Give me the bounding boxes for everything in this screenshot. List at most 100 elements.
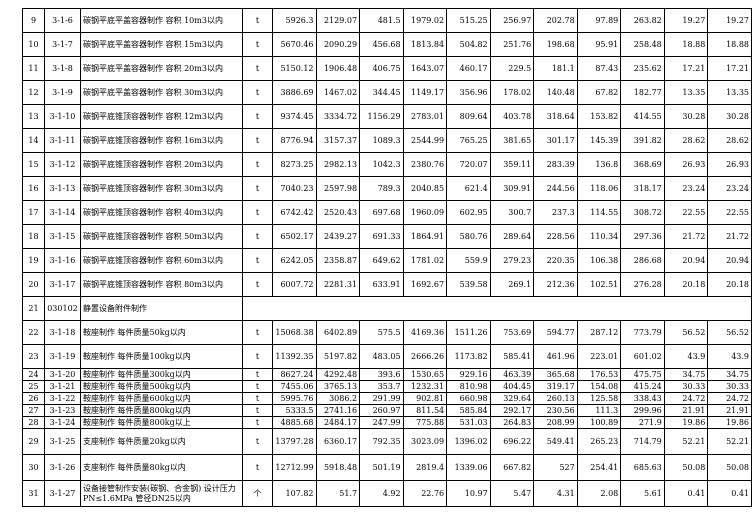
amount: 6502.17 [272, 224, 317, 249]
unit: t [242, 344, 273, 369]
amount: 1692.67 [402, 272, 448, 297]
table-row: 13 3-1-10 碳钢平底锥顶容器制作 容积 12m3以内 t 9374.45 3334… [22, 104, 752, 129]
amount: 403.78 [489, 104, 535, 129]
unit: t [242, 224, 273, 249]
amount: 5.47 [489, 480, 535, 507]
row-number: 9 [22, 8, 45, 33]
item-code: 3-1-24 [44, 416, 81, 429]
amount: 775.88 [402, 416, 448, 429]
amount: 649.62 [359, 248, 404, 273]
amount: 228.56 [533, 224, 578, 249]
amount: 3334.72 [315, 104, 361, 129]
amount: 460.17 [446, 56, 491, 81]
item-code: 3-1-12 [44, 152, 81, 177]
row-number: 29 [22, 428, 45, 455]
amount: 714.79 [620, 428, 665, 455]
unit: t [242, 8, 273, 33]
amount: 4292.48 [315, 368, 361, 381]
item-name: 碳钢平底锥顶容器制作 容积 60m3以内 [80, 248, 243, 273]
amount: 356.96 [446, 80, 491, 105]
amount: 265.23 [576, 428, 622, 455]
amount: 50.08 [707, 454, 752, 481]
amount: 809.64 [446, 104, 491, 129]
amount: 258.48 [620, 32, 665, 57]
amount: 26.93 [707, 152, 752, 177]
amount: 461.96 [533, 344, 578, 369]
amount: 19.27 [707, 8, 752, 33]
amount: 30.28 [707, 104, 752, 129]
row-number: 18 [22, 224, 45, 249]
table-row: 31 3-1-27 设备接管制作安装(碳钢、合金钢) 设计压力PN≤1.6MPa 管… [22, 480, 752, 507]
amount: 6360.17 [315, 428, 361, 455]
row-number: 17 [22, 200, 45, 225]
amount: 344.45 [359, 80, 404, 105]
amount: 20.94 [663, 248, 709, 273]
item-code: 3-1-7 [44, 32, 81, 57]
amount: 30.33 [663, 380, 709, 393]
amount: 279.23 [489, 248, 535, 273]
amount: 251.76 [489, 32, 535, 57]
amount: 67.82 [576, 80, 622, 105]
amount: 28.62 [663, 128, 709, 153]
amount: 19.86 [707, 416, 752, 429]
amount: 30.28 [663, 104, 709, 129]
amount: 154.08 [576, 380, 622, 393]
amount: 52.21 [707, 428, 752, 455]
item-name: 鞍座制作 每件质量800kg以上 [80, 416, 243, 429]
table-row: 28 3-1-24 鞍座制作 每件质量800kg以上 t 4885.68 2484.17 2… [22, 416, 752, 429]
amount: 2741.16 [315, 404, 361, 417]
amount: 531.03 [446, 416, 491, 429]
row-number: 31 [22, 480, 45, 507]
amount: 286.68 [620, 248, 665, 273]
amount: 319.17 [533, 380, 578, 393]
table-row: 27 3-1-23 鞍座制作 每件质量800kg以内 t 5333.5 2741.16 26… [22, 404, 752, 417]
table-row: 11 3-1-8 碳钢平底平盖容器制作 容积 20m3以内 t 5150.12 1906.… [22, 56, 752, 81]
amount: 810.98 [446, 380, 491, 393]
unit: 个 [242, 480, 273, 507]
item-code: 3-1-9 [44, 80, 81, 105]
amount: 2666.26 [402, 344, 448, 369]
table-row: 24 3-1-20 鞍座制作 每件质量300kg以内 t 8627.24 4292.48 3… [22, 368, 752, 381]
unit: t [242, 128, 273, 153]
table-row: 18 3-1-15 碳钢平底锥顶容器制作 容积 50m3以内 t 6502.17 2439… [22, 224, 752, 249]
amount: 456.68 [359, 32, 404, 57]
unit: t [242, 80, 273, 105]
amount: 23.24 [663, 176, 709, 201]
amount: 235.62 [620, 56, 665, 81]
amount: 1643.07 [402, 56, 448, 81]
amount: 51.7 [315, 480, 361, 507]
amount: 2281.31 [315, 272, 361, 297]
row-number: 27 [22, 404, 45, 417]
amount: 260.97 [359, 404, 404, 417]
amount: 114.55 [576, 200, 622, 225]
unit: t [242, 104, 273, 129]
amount: 87.43 [576, 56, 622, 81]
amount: 1906.48 [315, 56, 361, 81]
row-number: 15 [22, 152, 45, 177]
row-number: 28 [22, 416, 45, 429]
amount: 1339.06 [446, 454, 491, 481]
amount: 2040.85 [402, 176, 448, 201]
amount: 585.41 [489, 344, 535, 369]
item-name: 碳钢平底锥顶容器制作 容积 40m3以内 [80, 200, 243, 225]
amount: 95.91 [576, 32, 622, 57]
amount: 7455.06 [272, 380, 317, 393]
amount: 43.9 [707, 344, 752, 369]
amount: 107.82 [272, 480, 317, 507]
table-row: 17 3-1-14 碳钢平底锥顶容器制作 容积 40m3以内 t 6742.42 2520… [22, 200, 752, 225]
quota-table: 9 3-1-6 碳钢平底平盖容器制作 容积 10m3以内 t 5926.3 2129.07… [22, 8, 752, 507]
table-row: 20 3-1-17 碳钢平底锥顶容器制作 容积 80m3以内 t 6007.72 2281… [22, 272, 752, 297]
amount: 34.75 [707, 368, 752, 381]
unit: t [242, 416, 273, 429]
amount: 549.41 [533, 428, 578, 455]
table-row: 19 3-1-16 碳钢平底锥顶容器制作 容积 60m3以内 t 6242.05 2358… [22, 248, 752, 273]
amount: 601.02 [620, 344, 665, 369]
amount: 102.51 [576, 272, 622, 297]
row-number: 30 [22, 454, 45, 481]
unit: t [242, 176, 273, 201]
amount: 11392.35 [272, 344, 317, 369]
table-row: 21 030102 静置设备附件制作 [22, 296, 752, 321]
amount: 3157.37 [315, 128, 361, 153]
amount: 4169.36 [402, 320, 448, 345]
amount: 19.27 [663, 8, 709, 33]
